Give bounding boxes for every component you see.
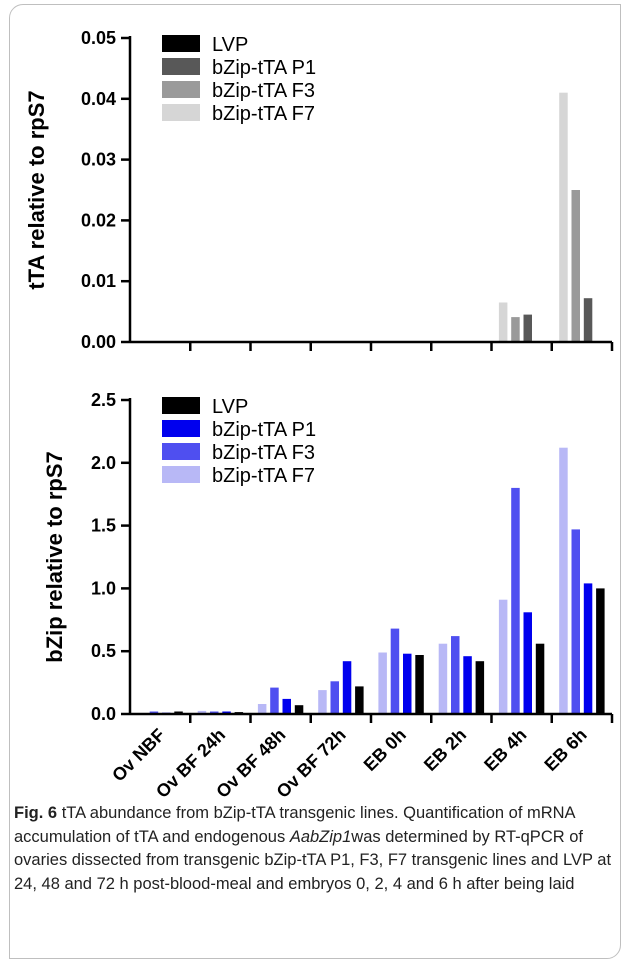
y-tick-label-top-0: 0.00 bbox=[81, 332, 116, 352]
y-tick-label-top-2: 0.02 bbox=[81, 210, 116, 230]
x-category-label-4: EB 0h bbox=[360, 725, 410, 775]
legend-swatch-top-3 bbox=[162, 104, 200, 121]
bar-bottom-7-0 bbox=[559, 447, 568, 714]
y-tick-label-top-1: 0.01 bbox=[81, 271, 116, 291]
figure-frame bbox=[9, 4, 621, 959]
y-tick-label-bottom-4: 2.0 bbox=[91, 453, 116, 473]
y-tick-label-top-3: 0.03 bbox=[81, 150, 116, 170]
legend-swatch-bottom-2 bbox=[162, 443, 200, 460]
bar-bottom-2-2 bbox=[282, 698, 291, 714]
bar-bottom-6-1 bbox=[511, 487, 520, 714]
legend-label-bottom-2: bZip-tTA F3 bbox=[212, 442, 315, 464]
bar-bottom-3-1 bbox=[330, 681, 339, 714]
bar-top-7-2 bbox=[583, 298, 593, 342]
caption-label: Fig. 6 bbox=[14, 804, 58, 822]
bar-bottom-3-2 bbox=[342, 661, 352, 714]
figure-caption: Fig. 6 tTA abundance from bZip-tTA trans… bbox=[14, 802, 612, 896]
legend-label-bottom-1: bZip-tTA P1 bbox=[212, 419, 316, 441]
bar-bottom-3-0 bbox=[318, 690, 327, 714]
bar-bottom-5-1 bbox=[451, 636, 460, 714]
y-tick-label-bottom-3: 1.5 bbox=[91, 516, 116, 536]
y-axis-label-bottom: bZip relative to rpS7 bbox=[42, 451, 67, 663]
caption-text-after: was determined by RT-qPCR of ovaries dis… bbox=[14, 827, 612, 893]
bar-bottom-3-3 bbox=[355, 686, 364, 714]
legend-swatch-top-1 bbox=[162, 58, 200, 75]
legend-label-bottom-0: LVP bbox=[212, 396, 248, 418]
y-tick-label-bottom-0: 0.0 bbox=[91, 704, 116, 724]
legend-label-top-1: bZip-tTA P1 bbox=[212, 57, 316, 79]
bar-bottom-5-2 bbox=[463, 656, 472, 714]
legend-swatch-bottom-1 bbox=[162, 420, 200, 437]
y-tick-label-top-5: 0.05 bbox=[81, 28, 116, 48]
bar-bottom-4-2 bbox=[403, 653, 412, 714]
bar-bottom-4-3 bbox=[415, 655, 424, 714]
y-tick-label-bottom-1: 0.5 bbox=[91, 641, 116, 661]
bar-top-7-1 bbox=[571, 190, 580, 342]
x-category-label-5: EB 2h bbox=[420, 725, 470, 775]
y-tick-label-bottom-5: 2.5 bbox=[91, 390, 116, 410]
bar-top-7-0 bbox=[559, 92, 568, 342]
bar-bottom-7-3 bbox=[596, 588, 605, 714]
y-tick-label-bottom-2: 1.0 bbox=[91, 578, 116, 598]
legend-label-top-3: bZip-tTA F7 bbox=[212, 103, 315, 125]
x-category-label-6: EB 4h bbox=[480, 725, 530, 775]
legend-label-bottom-3: bZip-tTA F7 bbox=[212, 465, 315, 487]
bar-bottom-4-0 bbox=[378, 652, 387, 714]
legend-swatch-bottom-0 bbox=[162, 397, 200, 414]
chart-top: 0.00 0.01 0.02 0.03 0.04 0.05 tTA relative to … bbox=[24, 28, 614, 352]
bar-top-6-1 bbox=[511, 317, 520, 342]
caption-gene: AabZip1 bbox=[289, 827, 352, 846]
bar-top-6-0 bbox=[498, 302, 508, 342]
y-axis-label-top: tTA relative to rpS7 bbox=[24, 90, 49, 289]
legend-label-top-2: bZip-tTA F3 bbox=[212, 80, 315, 102]
bar-bottom-6-3 bbox=[535, 643, 545, 714]
legend-swatch-top-2 bbox=[162, 81, 200, 98]
bar-bottom-1-0 bbox=[197, 710, 207, 714]
legend-label-top-0: LVP bbox=[212, 34, 248, 56]
bar-top-6-2 bbox=[523, 314, 532, 342]
charts-svg: 0.00 0.01 0.02 0.03 0.04 0.05 tTA relative to … bbox=[24, 28, 614, 800]
legend-swatch-top-0 bbox=[162, 35, 200, 52]
bar-bottom-2-3 bbox=[294, 705, 304, 714]
bar-bottom-7-1 bbox=[571, 529, 580, 714]
x-category-label-7: EB 6h bbox=[540, 725, 590, 775]
bar-bottom-2-1 bbox=[270, 687, 279, 714]
bar-bottom-6-2 bbox=[523, 612, 532, 714]
y-tick-label-top-4: 0.04 bbox=[81, 89, 116, 109]
bar-bottom-2-0 bbox=[257, 704, 267, 714]
bar-bottom-6-0 bbox=[498, 599, 508, 714]
bar-bottom-5-0 bbox=[438, 643, 448, 714]
bar-bottom-7-2 bbox=[583, 583, 593, 714]
x-category-label-0: Ov NBF bbox=[108, 725, 169, 786]
bar-bottom-4-1 bbox=[390, 628, 400, 714]
legend-swatch-bottom-3 bbox=[162, 466, 200, 483]
bar-bottom-5-3 bbox=[475, 661, 485, 714]
caption-text-before: tTA abundance from bZip-tTA transgenic l… bbox=[14, 804, 575, 846]
